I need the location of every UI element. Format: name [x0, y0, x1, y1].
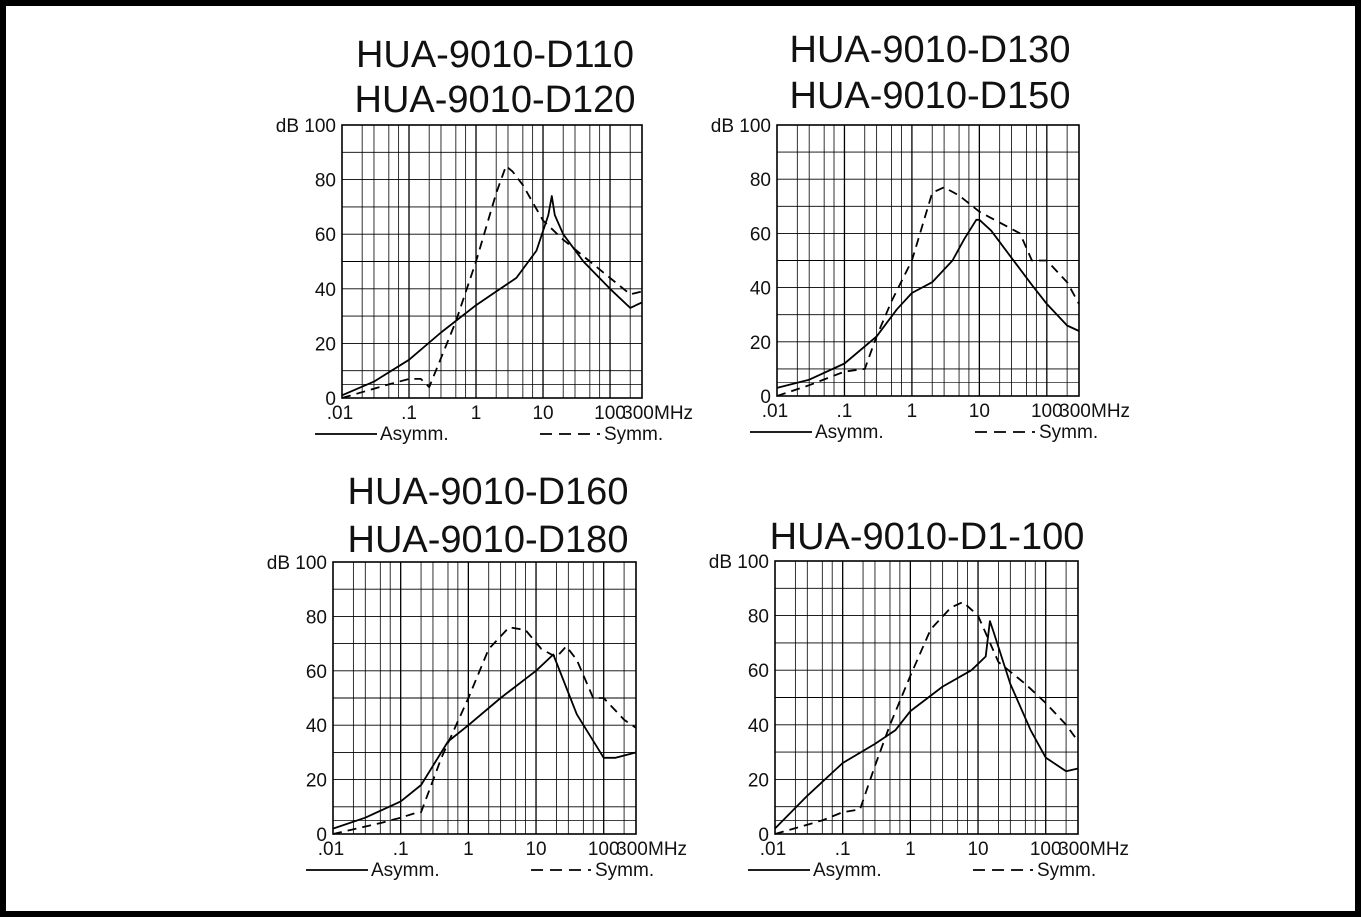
chart-title: HUA-9010-D150 [790, 75, 1071, 117]
y-tick-label: dB 100 [267, 553, 327, 574]
x-tick-label: .01 [760, 839, 786, 860]
x-tick-label: 300 [1059, 401, 1091, 422]
y-tick-label: 40 [748, 716, 769, 737]
legend-symm-label: Symm. [1037, 860, 1096, 881]
y-tick-label: 20 [748, 770, 769, 791]
legend-symm-label: Symm. [604, 424, 663, 445]
x-tick-label: .01 [762, 401, 788, 422]
y-tick-label: 0 [758, 825, 769, 846]
y-tick-label: 0 [316, 825, 327, 846]
y-tick-label: 0 [760, 387, 771, 408]
x-tick-label: 100 [1030, 839, 1062, 860]
series-line-asymm [332, 653, 637, 830]
y-tick-label: 20 [750, 333, 771, 354]
y-tick-label: 60 [750, 224, 771, 245]
y-tick-label: 60 [315, 225, 336, 246]
y-tick-label: 60 [306, 662, 327, 683]
x-tick-label: 10 [525, 839, 546, 860]
x-tick-label: .1 [393, 839, 409, 860]
y-tick-label: 40 [306, 716, 327, 737]
y-tick-label: 80 [748, 607, 769, 628]
chart-title: HUA-9010-D120 [355, 79, 636, 121]
x-tick-label: .01 [318, 839, 344, 860]
y-tick-label: 0 [325, 389, 336, 410]
x-tick-label: .1 [837, 401, 853, 422]
chart-title: HUA-9010-D1-100 [770, 516, 1085, 558]
x-tick-label: .01 [327, 403, 353, 424]
x-tick-label: 1 [907, 401, 918, 422]
x-unit-label: MHz [654, 403, 693, 424]
legend-asymm-label: Asymm. [371, 860, 440, 881]
x-tick-label: 1 [905, 839, 916, 860]
chart-title: HUA-9010-D130 [790, 29, 1071, 71]
legend-symm-label: Symm. [1039, 422, 1098, 443]
y-tick-label: 80 [750, 170, 771, 191]
y-tick-label: dB 100 [711, 116, 771, 137]
x-tick-label: 300 [616, 839, 648, 860]
series-line-asymm [341, 195, 643, 397]
y-tick-label: 60 [748, 661, 769, 682]
x-tick-label: 1 [463, 839, 474, 860]
x-tick-label: 10 [532, 403, 553, 424]
chart-title: HUA-9010-D180 [348, 519, 629, 561]
y-tick-label: dB 100 [709, 552, 769, 573]
y-tick-label: 80 [315, 171, 336, 192]
y-tick-label: 40 [315, 280, 336, 301]
x-tick-label: .1 [835, 839, 851, 860]
y-tick-label: 20 [315, 334, 336, 355]
x-unit-label: MHz [1090, 839, 1129, 860]
legend-asymm-label: Asymm. [813, 860, 882, 881]
x-tick-label: 10 [969, 401, 990, 422]
x-tick-label: 100 [594, 403, 626, 424]
legend-symm-label: Symm. [595, 860, 654, 881]
x-unit-label: MHz [648, 839, 687, 860]
y-tick-label: 20 [306, 771, 327, 792]
series-line-asymm [776, 218, 1080, 389]
x-tick-label: .1 [401, 403, 417, 424]
x-tick-label: 100 [588, 839, 620, 860]
chart-title: HUA-9010-D110 [356, 34, 634, 76]
y-tick-label: 80 [306, 607, 327, 628]
y-tick-label: dB 100 [276, 116, 336, 137]
legend-asymm-label: Asymm. [380, 424, 449, 445]
y-tick-label: 40 [750, 279, 771, 300]
x-tick-label: 300 [622, 403, 654, 424]
series-line-asymm [774, 620, 1079, 830]
x-tick-label: 300 [1058, 839, 1090, 860]
series-line-symm [332, 626, 637, 835]
series-line-symm [774, 601, 1079, 835]
series-line-symm [341, 165, 643, 399]
x-tick-label: 10 [967, 839, 988, 860]
chart-title: HUA-9010-D160 [348, 471, 629, 513]
x-unit-label: MHz [1091, 401, 1130, 422]
chart-4: HUA-9010-D1-100 0 20 40 60 80 dB 100 .01 .1 1 10 10… [709, 516, 1129, 881]
x-tick-label: 100 [1031, 401, 1063, 422]
legend-asymm-label: Asymm. [815, 422, 884, 443]
x-tick-label: 1 [471, 403, 482, 424]
chart-3: HUA-9010-D160 HUA-9010-D180 0 20 40 60 80 dB 10… [267, 471, 687, 881]
